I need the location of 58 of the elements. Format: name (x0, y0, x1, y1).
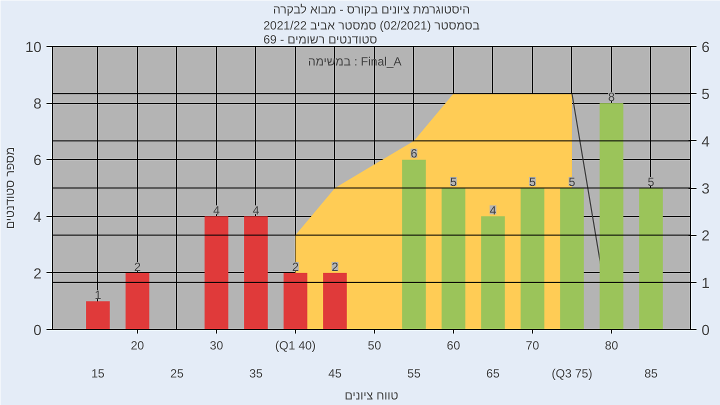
chart-subtitle: בסמסטר (02/2021) סמסטר אביב 2021/22 סטודנטים רשומים - 69 (263, 18, 480, 46)
x-axis-title: טווח ציונים (344, 388, 399, 402)
y2-tick-label: 5 (702, 87, 710, 104)
x-tick-label: 60 (446, 338, 460, 352)
data-label: 8 (608, 90, 616, 104)
bar (402, 160, 426, 330)
x-tick-label: 55 (407, 366, 421, 380)
data-label: 5 (450, 175, 458, 189)
bar (560, 188, 584, 330)
y-tick-label: 8 (33, 96, 42, 113)
x-tick-label: (Q1 40) (275, 338, 316, 352)
x-tick-label: 80 (604, 338, 618, 352)
x-tick-label: 85 (644, 366, 658, 380)
data-label: 4 (252, 203, 260, 218)
data-label: 2 (292, 260, 300, 274)
bar (639, 188, 663, 330)
x-tick-label: (Q3 75) (552, 366, 592, 380)
bar (323, 272, 347, 330)
y-tick-label: 6 (33, 153, 42, 170)
x-tick-label: 45 (328, 366, 342, 380)
x-tick-label: 35 (249, 366, 263, 380)
y-tick-label: 2 (33, 266, 42, 282)
data-label: 4 (213, 203, 220, 218)
y2-tick-label: 2 (702, 228, 710, 245)
y-tick-label: 0 (33, 323, 42, 339)
bar (520, 188, 544, 330)
data-label: 4 (490, 203, 497, 218)
x-tick-label: 65 (486, 366, 500, 380)
y-axis-title: מספר סטודנטים (3, 146, 18, 230)
data-label: 2 (134, 260, 142, 274)
y2-tick-label: 3 (702, 182, 710, 198)
bar (481, 216, 505, 330)
y2-tick-label: 0 (702, 323, 710, 339)
bar (600, 103, 624, 330)
bar (284, 272, 308, 330)
chart-title: היסטוגרמת ציונים בקורס - מבוא לבקרה (272, 2, 470, 16)
bar (204, 216, 228, 330)
x-tick-label: 20 (130, 338, 144, 352)
data-label: 5 (648, 175, 655, 189)
bar (126, 272, 150, 330)
y2-tick-label: 6 (702, 40, 710, 56)
x-tick-label: 25 (170, 366, 184, 380)
bar (244, 216, 268, 330)
data-label: 2 (332, 260, 339, 274)
y2-tick-label: 4 (702, 134, 710, 150)
x-tick-label: 15 (91, 366, 105, 380)
y-tick-label: 4 (33, 210, 42, 226)
bar (442, 188, 466, 330)
y2-tick-label: 1 (702, 276, 710, 292)
x-tick-label: 70 (526, 338, 540, 352)
x-tick-label: 30 (210, 338, 224, 352)
data-label: 5 (529, 175, 536, 189)
x-tick-label: 50 (368, 338, 382, 352)
data-label: 6 (410, 146, 418, 161)
data-label: 5 (568, 175, 576, 189)
bar (86, 301, 110, 330)
y-tick-label: 10 (25, 40, 42, 56)
data-label: 1 (94, 288, 102, 302)
